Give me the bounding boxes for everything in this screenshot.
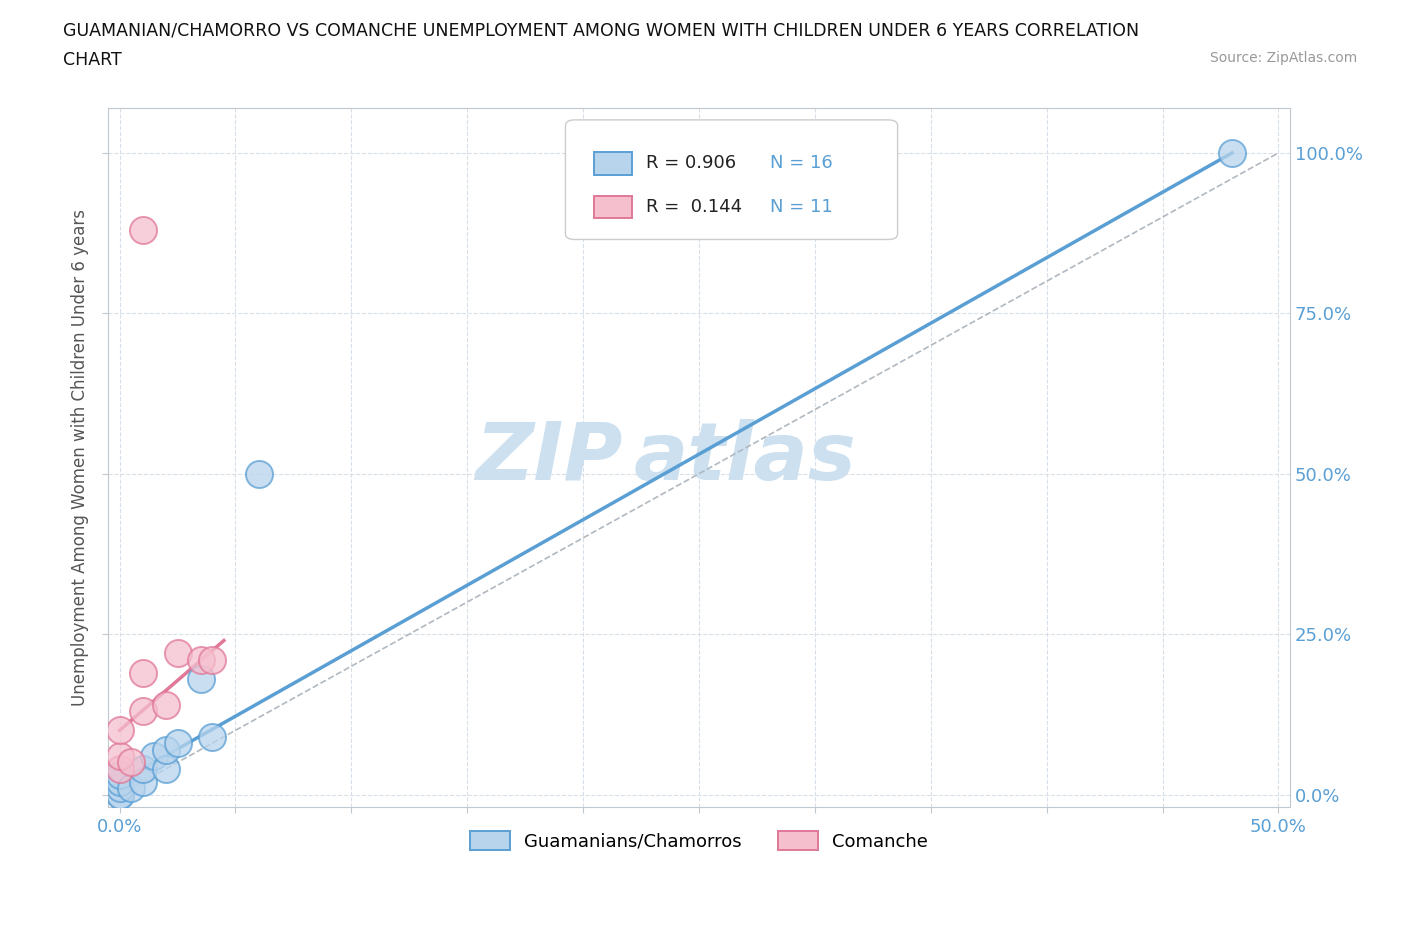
Point bbox=[132, 762, 155, 777]
Point bbox=[108, 787, 131, 802]
FancyBboxPatch shape bbox=[593, 195, 631, 218]
Text: atlas: atlas bbox=[634, 418, 856, 497]
FancyBboxPatch shape bbox=[593, 153, 631, 175]
Point bbox=[108, 775, 131, 790]
Point bbox=[201, 729, 224, 744]
Point bbox=[143, 749, 166, 764]
Point bbox=[190, 652, 212, 667]
Point bbox=[108, 768, 131, 783]
FancyBboxPatch shape bbox=[565, 120, 897, 240]
Point bbox=[120, 780, 142, 795]
Text: N = 11: N = 11 bbox=[770, 198, 832, 216]
Point bbox=[166, 736, 188, 751]
Text: R =  0.144: R = 0.144 bbox=[645, 198, 742, 216]
Point bbox=[108, 723, 131, 737]
Point bbox=[132, 704, 155, 719]
Point bbox=[155, 742, 177, 757]
Point bbox=[108, 762, 131, 777]
Y-axis label: Unemployment Among Women with Children Under 6 years: Unemployment Among Women with Children U… bbox=[72, 209, 89, 706]
Text: R = 0.906: R = 0.906 bbox=[645, 154, 735, 172]
Point bbox=[132, 775, 155, 790]
Point bbox=[155, 762, 177, 777]
Legend: Guamanians/Chamorros, Comanche: Guamanians/Chamorros, Comanche bbox=[463, 823, 935, 857]
Point bbox=[120, 755, 142, 770]
Text: N = 16: N = 16 bbox=[770, 154, 832, 172]
Text: CHART: CHART bbox=[63, 51, 122, 69]
Point bbox=[190, 671, 212, 686]
Point bbox=[108, 780, 131, 795]
Text: ZIP: ZIP bbox=[475, 418, 623, 497]
Point bbox=[155, 698, 177, 712]
Point bbox=[108, 787, 131, 802]
Point bbox=[1220, 145, 1243, 160]
Point bbox=[201, 652, 224, 667]
Text: Source: ZipAtlas.com: Source: ZipAtlas.com bbox=[1209, 51, 1357, 65]
Text: GUAMANIAN/CHAMORRO VS COMANCHE UNEMPLOYMENT AMONG WOMEN WITH CHILDREN UNDER 6 YE: GUAMANIAN/CHAMORRO VS COMANCHE UNEMPLOYM… bbox=[63, 21, 1139, 39]
Point bbox=[108, 749, 131, 764]
Point bbox=[132, 222, 155, 237]
Point bbox=[247, 466, 270, 481]
Point bbox=[166, 646, 188, 661]
Point bbox=[132, 665, 155, 680]
